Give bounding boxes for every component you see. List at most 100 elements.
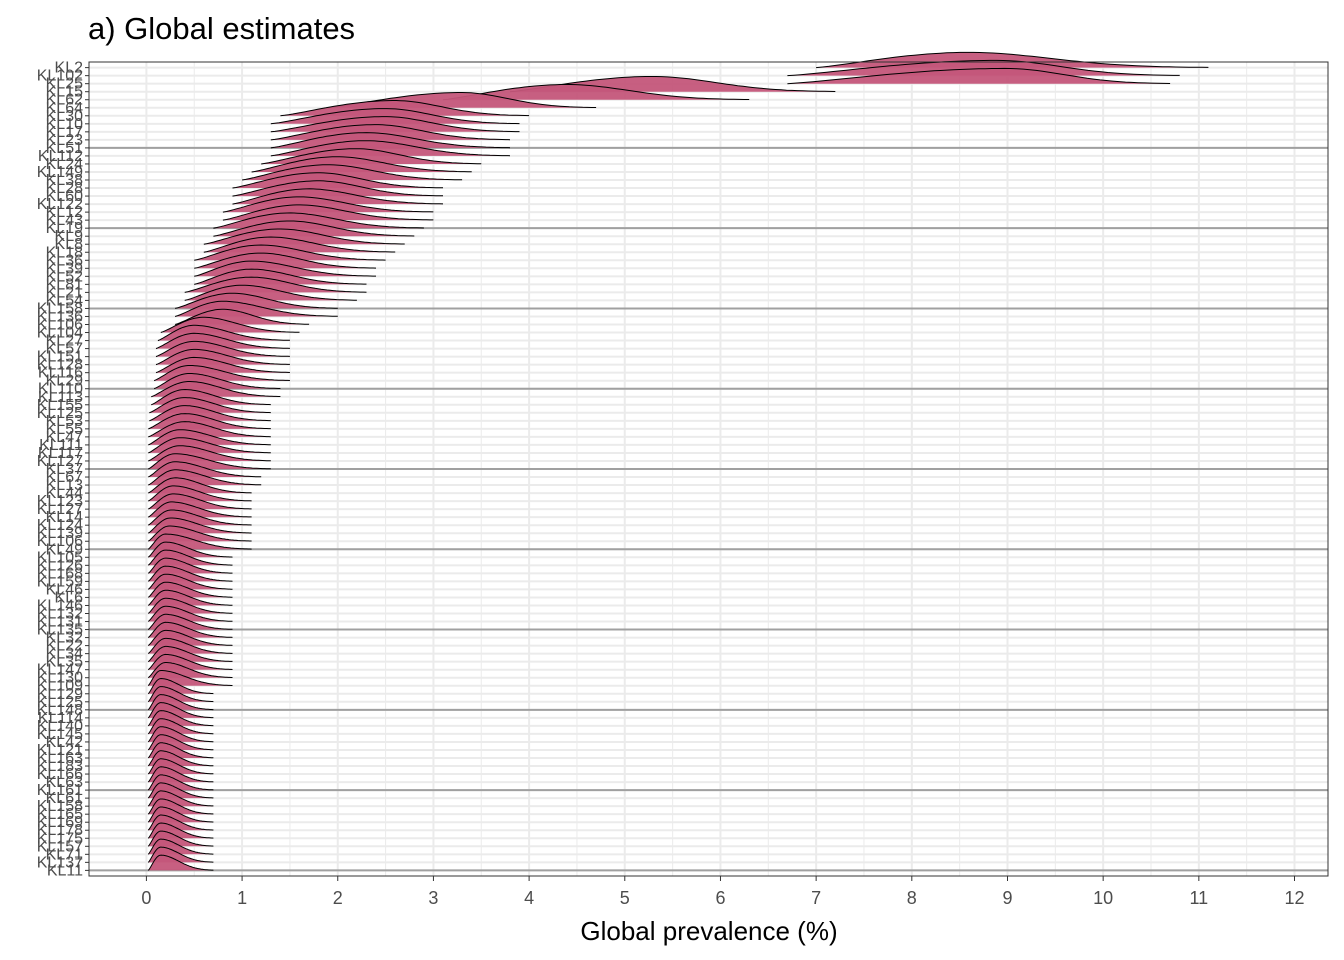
y-tick-label: KL51 (46, 140, 83, 157)
ridge-outline (816, 51, 1209, 69)
y-tick-label: KL161 (37, 782, 83, 799)
y-tick-label: KL148 (37, 702, 83, 719)
y-tick-label: KL32 (46, 630, 83, 647)
ridge-outline (184, 284, 357, 301)
ridge-outline (148, 525, 252, 542)
ridge-outline (147, 726, 214, 743)
y-tick-label: KL106 (37, 317, 83, 334)
ridge-area (787, 68, 1171, 84)
ridge-outline (203, 236, 396, 253)
y-tick-label: KL112 (38, 148, 83, 165)
ridge-outline (147, 710, 214, 727)
ridge-outline (280, 100, 530, 117)
y-tick-label: KL125 (37, 405, 83, 422)
ridge-outline (148, 413, 271, 430)
ridge-outline (232, 172, 443, 189)
y-tick-label: KL111 (39, 437, 83, 454)
ridge-outline (148, 445, 271, 462)
ridge-outline (147, 637, 233, 654)
y-tick-label: KL116 (38, 365, 83, 382)
ridge-outline (147, 838, 214, 855)
y-tick-label: KL27 (46, 333, 83, 350)
y-tick-label: KL127 (37, 453, 83, 470)
ridge-outline (148, 437, 271, 454)
ridge-outline (147, 662, 233, 679)
ridge-outline (155, 348, 290, 366)
x-axis-label: Global prevalence (%) (580, 916, 837, 946)
ridge-outline (155, 332, 290, 350)
x-tick-label: 2 (333, 888, 343, 908)
ridge-outline (147, 806, 214, 823)
y-tick-label: KL46 (46, 581, 83, 598)
y-tick-label: KL127 (37, 501, 83, 518)
ridge-outline (251, 156, 472, 173)
y-tick-label: KL61 (46, 790, 83, 807)
y-tick-label: KL183 (37, 758, 83, 775)
x-tick-label: 12 (1284, 888, 1304, 908)
y-tick-label: KL165 (37, 806, 83, 823)
y-tick-label: KL38 (46, 172, 83, 189)
ridge-outline (203, 228, 405, 245)
y-tick-label: KL54 (46, 292, 83, 309)
ridge-outline (147, 541, 233, 558)
y-tick-label: KL10 (46, 116, 83, 133)
ridge-outline (442, 84, 750, 101)
y-tick-label: KL28 (46, 180, 83, 197)
x-tick-label: 7 (811, 888, 821, 908)
y-tick-label: KL14 (46, 509, 83, 526)
y-tick-label: KL109 (37, 678, 83, 695)
ridge-outline (270, 108, 520, 125)
ridge-outline (261, 148, 482, 165)
y-tick-label: KL166 (37, 766, 83, 783)
y-tick-label: KL23 (46, 132, 83, 149)
y-tick-label: KL30 (46, 108, 83, 125)
ridge-outline (147, 670, 233, 686)
y-tick-label: KL13 (46, 477, 83, 494)
ridge-outline (148, 421, 271, 438)
y-tick-label: KL159 (37, 573, 83, 590)
y-tick-label: KL55 (46, 421, 83, 438)
ridge-outline (222, 196, 434, 213)
x-tick-label: 5 (620, 888, 630, 908)
ridge-outline (157, 324, 290, 342)
y-tick-label: KL132 (37, 605, 83, 622)
y-tick-label: KL157 (37, 838, 83, 855)
y-tick-label: KL158 (37, 798, 83, 815)
ridge-outline (787, 59, 1180, 77)
y-tick-label: KL52 (46, 268, 83, 285)
ridge-outline (174, 292, 338, 309)
ridge-outline (148, 469, 262, 486)
y-tick-label: KL168 (37, 565, 83, 582)
y-tick-label: KL121 (37, 742, 83, 759)
y-tick-label: KL2 (55, 60, 84, 77)
y-tick-label: KL104 (37, 325, 83, 342)
ridge-outline (232, 180, 443, 197)
y-tick-label: KL37 (46, 461, 83, 478)
y-tick-label: KL125 (37, 694, 83, 711)
ridge-outline (147, 565, 233, 582)
ridge-outline (147, 782, 214, 799)
y-tick-label: KL36 (46, 252, 83, 269)
ridge-outline (150, 388, 271, 406)
y-tick-label: KL67 (46, 469, 83, 486)
y-tick-label: KL151 (37, 349, 83, 366)
y-tick-label: KL163 (37, 750, 83, 767)
ridge-outline (174, 308, 310, 325)
y-tick-label: KL158 (37, 300, 83, 317)
ridge-outline (148, 493, 252, 510)
ridge-outline (155, 340, 290, 358)
y-axis-tick-labels: KL2KL102KL25KL15KL62KL64KL30KL10KL17KL23… (37, 60, 89, 879)
ridge-outline (147, 605, 233, 622)
y-tick-label: KL136 (37, 308, 83, 325)
ridge-area (443, 84, 750, 100)
y-tick-label: KL130 (37, 670, 83, 687)
ridge-outline (174, 300, 338, 317)
y-tick-label: KL29 (46, 373, 83, 390)
y-tick-label: KL139 (37, 525, 83, 542)
y-tick-label: KL140 (37, 718, 83, 735)
y-tick-label: KL129 (37, 686, 83, 703)
ridge-outline (213, 212, 424, 229)
ridge-outline (222, 204, 434, 221)
y-tick-label: KL17 (46, 124, 83, 141)
